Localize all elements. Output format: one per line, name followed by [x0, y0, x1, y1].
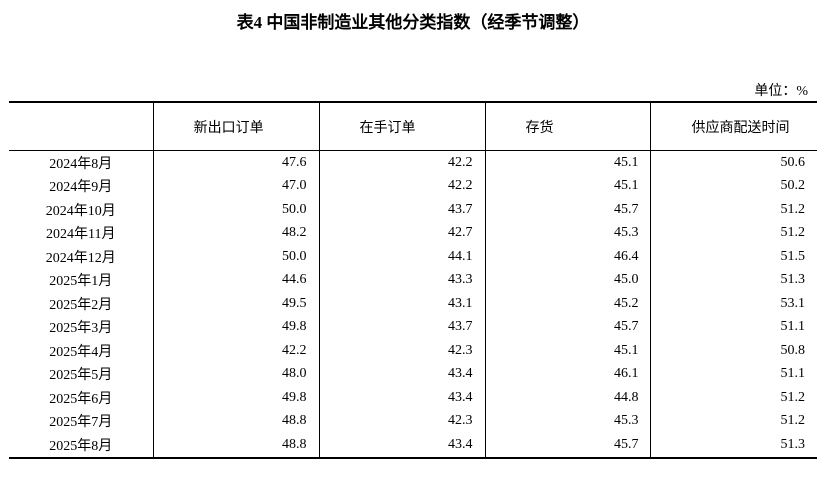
inventory-cell: 45.7 — [484, 433, 651, 458]
inventory-cell: 45.0 — [484, 268, 651, 292]
header-inventory: 存货 — [484, 102, 651, 151]
header-supplier-delivery-time: 供应商配送时间 — [650, 102, 817, 151]
backlog-orders-cell: 43.1 — [318, 292, 486, 316]
unit-label: 单位：% — [754, 84, 808, 99]
month-cell: 2025年6月 — [49, 391, 113, 407]
new-export-orders-cell: 50.0 — [152, 198, 320, 222]
table-row: 2025年6月 49.8 43.4 44.8 51.2 — [9, 386, 817, 410]
supplier-delivery-time-cell: 51.2 — [650, 198, 817, 222]
month-cell: 2025年4月 — [49, 344, 113, 360]
inventory-cell: 45.1 — [484, 150, 651, 175]
month-cell: 2024年8月 — [49, 156, 113, 172]
new-export-orders-cell: 50.0 — [152, 245, 320, 269]
month-cell: 2025年8月 — [49, 438, 113, 454]
inventory-cell: 45.1 — [484, 339, 651, 363]
month-cell: 2025年1月 — [49, 274, 113, 290]
supplier-delivery-time-cell: 51.3 — [650, 433, 817, 458]
month-cell: 2024年11月 — [46, 227, 116, 243]
new-export-orders-cell: 49.5 — [152, 292, 320, 316]
table-row: 2025年5月 48.0 43.4 46.1 51.1 — [9, 362, 817, 386]
table-row: 2025年4月 42.2 42.3 45.1 50.8 — [9, 339, 817, 363]
table-row: 2025年7月 48.8 42.3 45.3 51.2 — [9, 409, 817, 433]
backlog-orders-cell: 43.3 — [318, 268, 486, 292]
inventory-cell: 45.7 — [484, 198, 651, 222]
table-row: 2024年8月 47.6 42.2 45.1 50.6 — [9, 150, 817, 175]
supplier-delivery-time-cell: 53.1 — [650, 292, 817, 316]
backlog-orders-cell: 42.7 — [318, 221, 486, 245]
supplier-delivery-time-cell: 50.6 — [650, 150, 817, 175]
month-cell: 2024年12月 — [45, 250, 116, 266]
header-row: 新出口订单 在手订单 存货 供应商配送时间 — [9, 102, 817, 151]
new-export-orders-cell: 48.8 — [152, 433, 320, 458]
table-row: 2024年11月 48.2 42.7 45.3 51.2 — [9, 221, 817, 245]
table-row: 2025年1月 44.6 43.3 45.0 51.3 — [9, 268, 817, 292]
month-cell: 2024年10月 — [45, 203, 116, 219]
new-export-orders-cell: 49.8 — [152, 315, 320, 339]
backlog-orders-cell: 44.1 — [318, 245, 486, 269]
table-row: 2025年8月 48.8 43.4 45.7 51.3 — [9, 433, 817, 458]
month-cell: 2025年7月 — [49, 415, 113, 431]
backlog-orders-cell: 43.4 — [318, 386, 486, 410]
table-row: 2025年2月 49.5 43.1 45.2 53.1 — [9, 292, 817, 316]
supplier-delivery-time-cell: 51.2 — [650, 386, 817, 410]
supplier-delivery-time-cell: 50.8 — [650, 339, 817, 363]
inventory-cell: 45.3 — [484, 221, 651, 245]
new-export-orders-cell: 42.2 — [152, 339, 320, 363]
month-cell: 2025年5月 — [49, 368, 113, 384]
new-export-orders-cell: 47.6 — [152, 150, 320, 175]
table-title: 表4 中国非制造业其他分类指数（经季节调整） — [236, 13, 590, 32]
backlog-orders-cell: 42.3 — [318, 339, 486, 363]
month-cell: 2025年2月 — [49, 297, 113, 313]
table-row: 2024年9月 47.0 42.2 45.1 50.2 — [9, 174, 817, 198]
backlog-orders-cell: 43.7 — [318, 198, 486, 222]
inventory-cell: 46.4 — [484, 245, 651, 269]
table-row: 2025年3月 49.8 43.7 45.7 51.1 — [9, 315, 817, 339]
backlog-orders-cell: 42.3 — [318, 409, 486, 433]
backlog-orders-cell: 43.4 — [318, 362, 486, 386]
supplier-delivery-time-cell: 51.3 — [650, 268, 817, 292]
inventory-cell: 44.8 — [484, 386, 651, 410]
supplier-delivery-time-cell: 51.1 — [650, 315, 817, 339]
inventory-cell: 45.7 — [484, 315, 651, 339]
supplier-delivery-time-cell: 51.5 — [650, 245, 817, 269]
inventory-cell: 45.3 — [484, 409, 651, 433]
new-export-orders-cell: 48.0 — [152, 362, 320, 386]
supplier-delivery-time-cell: 51.2 — [650, 409, 817, 433]
header-month — [9, 102, 153, 151]
month-cell: 2024年9月 — [49, 180, 113, 196]
supplier-delivery-time-cell: 51.1 — [650, 362, 817, 386]
new-export-orders-cell: 48.8 — [152, 409, 320, 433]
header-backlog-orders: 在手订单 — [318, 102, 486, 151]
supplier-delivery-time-cell: 51.2 — [650, 221, 817, 245]
table-row: 2024年12月 50.0 44.1 46.4 51.5 — [9, 245, 817, 269]
backlog-orders-cell: 43.7 — [318, 315, 486, 339]
table-row: 2024年10月 50.0 43.7 45.7 51.2 — [9, 198, 817, 222]
supplier-delivery-time-cell: 50.2 — [650, 174, 817, 198]
inventory-cell: 46.1 — [484, 362, 651, 386]
month-cell: 2025年3月 — [49, 321, 113, 337]
new-export-orders-cell: 49.8 — [152, 386, 320, 410]
header-new-export-orders: 新出口订单 — [152, 102, 320, 151]
new-export-orders-cell: 47.0 — [152, 174, 320, 198]
new-export-orders-cell: 44.6 — [152, 268, 320, 292]
inventory-cell: 45.2 — [484, 292, 651, 316]
inventory-cell: 45.1 — [484, 174, 651, 198]
backlog-orders-cell: 42.2 — [318, 174, 486, 198]
backlog-orders-cell: 42.2 — [318, 150, 486, 175]
backlog-orders-cell: 43.4 — [318, 433, 486, 458]
index-table: 新出口订单 在手订单 存货 供应商配送时间 2024年8月 47.6 42.2 45.… — [9, 101, 817, 459]
new-export-orders-cell: 48.2 — [152, 221, 320, 245]
